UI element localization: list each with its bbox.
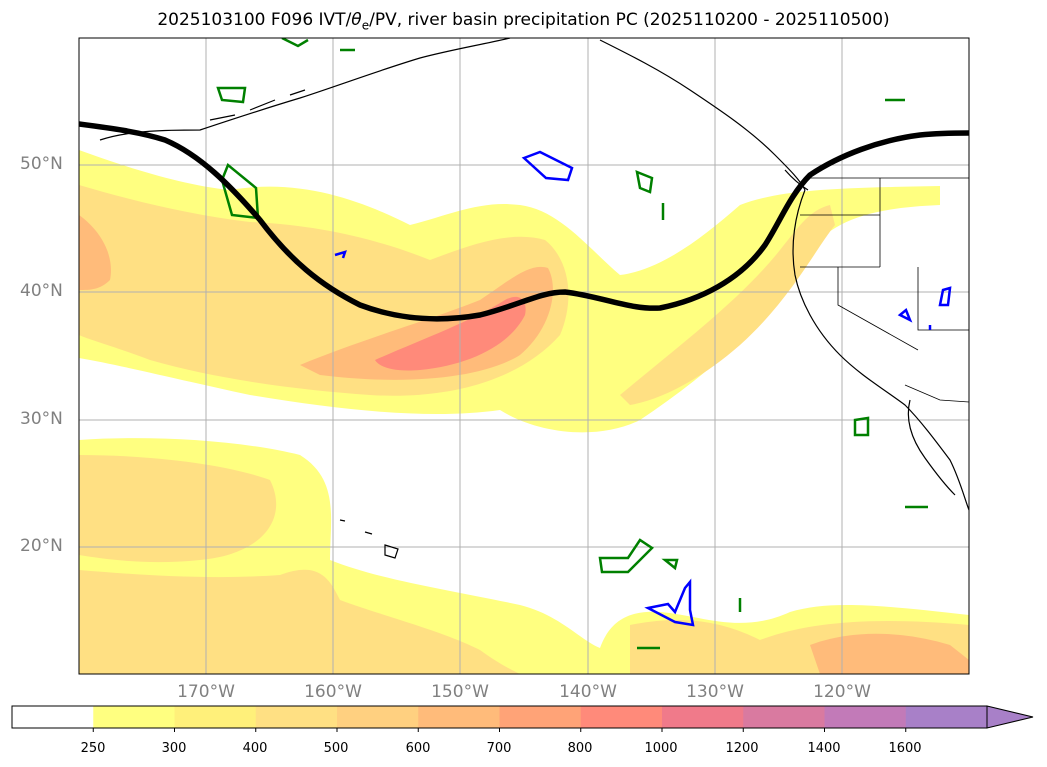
colorbar-segment xyxy=(93,706,175,728)
colorbar-label: 500 xyxy=(323,741,349,756)
theta-contour xyxy=(644,578,695,627)
ivt-fill-south-high xyxy=(810,633,969,674)
colorbar-segment xyxy=(499,706,582,728)
colorbar-segment xyxy=(905,706,988,728)
colorbar-segment xyxy=(743,706,825,728)
theta-contour xyxy=(938,286,952,307)
colorbar-label: 250 xyxy=(80,741,106,756)
lon-label-140w: 140°W xyxy=(559,682,617,702)
state-border-ut xyxy=(917,267,969,331)
coastlines xyxy=(99,38,969,559)
colorbar-segment xyxy=(337,706,419,728)
alaska-panhandle xyxy=(599,39,806,191)
colorbar-label: 700 xyxy=(486,741,512,756)
colorbar-label: 1000 xyxy=(644,741,678,756)
political-borders xyxy=(800,177,969,403)
theta-contour xyxy=(598,538,654,574)
colorbar-segment xyxy=(824,706,907,728)
theta-e-contours-blue xyxy=(334,150,952,627)
colorbar-segment xyxy=(662,706,744,728)
colorbar-segment xyxy=(12,706,94,728)
lon-label-150w: 150°W xyxy=(431,682,489,702)
lon-label-170w: 170°W xyxy=(177,682,235,702)
lat-label-30n: 30°N xyxy=(20,409,63,429)
colorbar-segment xyxy=(580,706,663,728)
baja-coast xyxy=(907,399,956,496)
alaska-coast xyxy=(99,38,511,141)
map-title: 2025103100 F096 IVT/θe/PV, river basin p… xyxy=(157,10,890,33)
colorbar-label: 400 xyxy=(242,741,268,756)
colorbar-segment xyxy=(174,706,257,728)
colorbar-label: 1200 xyxy=(725,741,759,756)
us-mexico-border xyxy=(904,384,969,403)
aleutians xyxy=(209,89,306,121)
ivt-fill-south-mid xyxy=(79,455,277,563)
map-frame xyxy=(78,37,970,675)
colorbar-label: 300 xyxy=(161,741,187,756)
colorbar-segment xyxy=(418,706,500,728)
lat-label-20n: 20°N xyxy=(20,536,63,556)
theta-contour xyxy=(897,307,913,323)
vancouver-island xyxy=(784,169,809,191)
ivt-fill-north-high2 xyxy=(300,266,553,380)
colorbar-label: 600 xyxy=(405,741,431,756)
theta-contour xyxy=(635,169,654,194)
ivt-fill-north-high xyxy=(79,215,111,290)
theta-contour xyxy=(521,150,574,182)
colorbar-label: 1400 xyxy=(807,741,841,756)
west-coast xyxy=(792,189,969,511)
ivt-fill-south-mid2 xyxy=(79,569,520,674)
lon-label-130w: 130°W xyxy=(686,682,744,702)
theta-contour xyxy=(216,86,247,104)
theta-contour xyxy=(334,250,347,259)
theta-contour xyxy=(853,416,870,437)
pv-line xyxy=(79,121,969,322)
lat-label-50n: 50°N xyxy=(20,154,63,174)
ivt-fill-north-mid2 xyxy=(620,205,835,405)
state-border-nv xyxy=(837,267,919,351)
theta-contour xyxy=(661,558,679,571)
lon-label-120w: 120°W xyxy=(813,682,871,702)
theta-contour xyxy=(281,38,309,48)
colorbar-label: 1600 xyxy=(888,741,922,756)
colorbar xyxy=(11,705,1034,732)
colorbar-extend-arrow xyxy=(986,705,1034,729)
lon-label-160w: 160°W xyxy=(304,682,362,702)
colorbar-label: 800 xyxy=(567,741,593,756)
colorbar-segment xyxy=(255,706,338,728)
hawaii xyxy=(339,519,399,559)
lat-label-40n: 40°N xyxy=(20,281,63,301)
